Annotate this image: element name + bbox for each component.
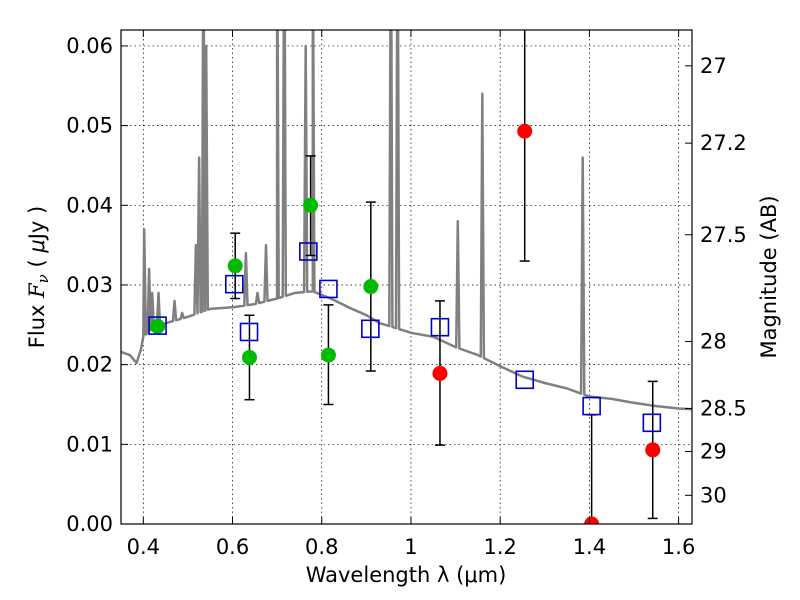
y-tick-label-3: 0.03 (66, 273, 113, 297)
x-tick-label-1: 0.6 (216, 535, 249, 559)
mag-tick-label-0: 27 (700, 54, 727, 78)
mag-tick-label-5: 29 (700, 439, 727, 463)
model-square-5 (361, 319, 380, 339)
plot-area (121, 30, 692, 524)
model-square-9 (642, 413, 662, 433)
detection-point-3 (303, 197, 319, 213)
model-square-6 (430, 317, 450, 337)
detection-point-4 (320, 347, 336, 363)
y-axis-title-open: ( (25, 253, 49, 275)
model-square-0 (148, 316, 167, 335)
detection-point-1 (227, 258, 243, 274)
y-axis-title-mu: μ (25, 239, 49, 253)
y-axis-title-nu: ν (34, 274, 52, 283)
model-square-1 (225, 274, 244, 294)
model-square-8 (582, 396, 601, 416)
y-axis-title-unit: Jy ) (25, 206, 49, 242)
x-tick-label-5: 1.4 (573, 535, 606, 559)
y-tick-label-1: 0.01 (66, 432, 113, 456)
y-tick-label-2: 0.02 (66, 353, 113, 377)
x-tick-label-6: 1.6 (662, 535, 695, 559)
detection-point-2 (241, 349, 257, 365)
y-tick-label-4: 0.04 (66, 193, 113, 217)
y-tick-label-0: 0.00 (66, 512, 113, 536)
detection-point-5 (363, 279, 379, 295)
right-axis-title: Magnitude (AB) (757, 195, 781, 358)
low-sn-point-1 (517, 123, 533, 139)
y-tick-label-5: 0.05 (66, 114, 113, 138)
mag-tick-label-6: 30 (700, 483, 727, 507)
low-sn-point-0 (432, 365, 448, 381)
low-sn-point-3 (645, 442, 661, 458)
x-tick-label-2: 0.8 (305, 535, 338, 559)
axes-frame (120, 29, 693, 525)
model-square-3 (299, 242, 318, 261)
y-tick-label-6: 0.06 (66, 34, 113, 58)
y-axis-title: Flux Fν ( μJy ) (25, 206, 52, 348)
mag-tick-label-1: 27.2 (700, 131, 747, 155)
x-tick-label-3: 1 (404, 535, 417, 559)
low-sn-point-2 (584, 516, 600, 524)
detection-point-0 (150, 318, 166, 334)
x-axis-title: Wavelength λ (μm) (306, 563, 507, 587)
model-square-2 (239, 322, 259, 342)
mag-tick-label-3: 28 (700, 330, 727, 354)
mag-tick-label-2: 27.5 (700, 223, 747, 247)
x-tick-label-0: 0.4 (127, 535, 160, 559)
model-square-7 (515, 370, 535, 390)
y-axis-title-f: F (25, 282, 49, 299)
x-tick-label-4: 1.2 (483, 535, 516, 559)
y-axis-title-flux: Flux (25, 298, 49, 348)
model-square-4 (319, 279, 338, 299)
axis-ticks: 0.4 0.6 0.8 1 1.2 1.4 1.6 0.00 0.01 0.02 0.03 0.04 0… (66, 30, 747, 559)
mag-tick-label-4: 28.5 (700, 396, 747, 420)
